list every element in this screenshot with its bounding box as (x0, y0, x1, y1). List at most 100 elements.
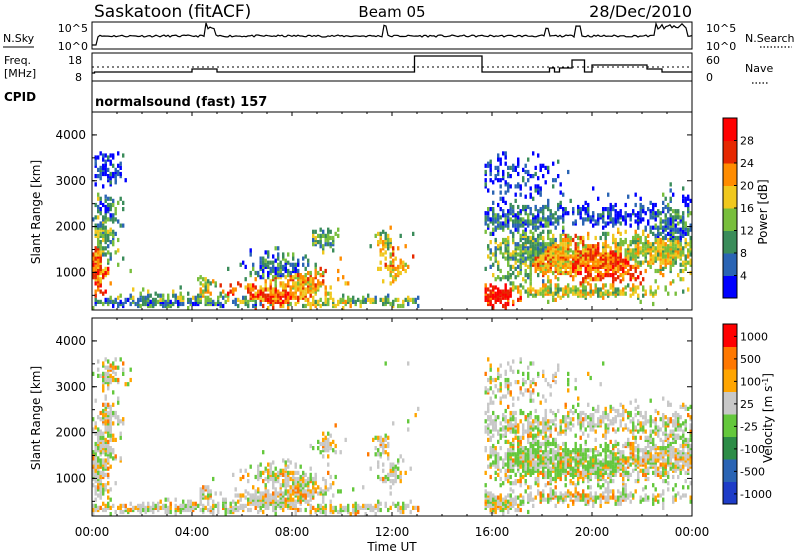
heatmap-cell (662, 219, 665, 224)
heatmap-cell (322, 489, 325, 494)
heatmap-cell (502, 176, 505, 181)
heatmap-cell (569, 417, 572, 422)
heatmap-cell (489, 400, 492, 405)
heatmap-cell (509, 448, 512, 453)
heatmap-cell (682, 260, 685, 265)
heatmap-cell (379, 266, 382, 271)
heatmap-cell (352, 503, 355, 508)
heatmap-cell (489, 454, 492, 459)
heatmap-cell (649, 213, 652, 218)
heatmap-cell (592, 503, 595, 508)
heatmap-cell (627, 194, 630, 199)
heatmap-cell (384, 262, 387, 267)
heatmap-cell (384, 240, 387, 245)
heatmap-cell (659, 231, 662, 236)
heatmap-cell (237, 281, 240, 286)
heatmap-cell (324, 446, 327, 451)
heatmap-cell (609, 246, 612, 251)
heatmap-cell (284, 293, 287, 298)
heatmap-cell (539, 458, 542, 463)
heatmap-cell (139, 503, 142, 508)
heatmap-cell (407, 427, 410, 432)
heatmap-cell (397, 246, 400, 251)
heatmap-cell (679, 262, 682, 267)
heatmap-cell (384, 450, 387, 455)
heatmap-cell (314, 273, 317, 278)
heatmap-cell (344, 437, 347, 442)
heatmap-cell (167, 497, 170, 502)
heatmap-cell (107, 217, 110, 222)
heatmap-cell (294, 273, 297, 278)
heatmap-cell (217, 299, 220, 304)
freq-label-line2: [MHz] (4, 67, 36, 80)
heatmap-cell (549, 283, 552, 288)
heatmap-cell (99, 171, 102, 177)
heatmap-cell (609, 202, 612, 208)
heatmap-cell (109, 433, 112, 438)
heatmap-cell (569, 495, 572, 500)
heatmap-cell (569, 427, 572, 432)
heatmap-cell (329, 499, 332, 504)
heatmap-cell (337, 277, 340, 282)
heatmap-cell (549, 384, 552, 389)
heatmap-cell (559, 476, 562, 482)
heatmap-cell (574, 483, 577, 488)
heatmap-cell (147, 289, 150, 294)
heatmap-cell (102, 408, 105, 414)
heatmap-cell (519, 233, 522, 238)
heatmap-cell (594, 429, 597, 434)
heatmap-cell (507, 174, 510, 179)
heatmap-cell (332, 509, 335, 515)
heatmap-cell (97, 240, 100, 245)
heatmap-cell (514, 501, 517, 506)
heatmap-cell (282, 303, 285, 309)
heatmap-cell (497, 153, 500, 158)
heatmap-cell (394, 256, 397, 261)
heatmap-cell (374, 233, 377, 238)
heatmap-cell (622, 240, 625, 245)
heatmap-cell (324, 503, 327, 508)
heatmap-cell (512, 219, 515, 224)
heatmap-cell (537, 246, 540, 251)
heatmap-cell (284, 275, 287, 280)
heatmap-cell (587, 231, 590, 236)
heatmap-cell (532, 460, 535, 465)
heatmap-cell (682, 225, 685, 230)
heatmap-cell (287, 470, 290, 475)
heatmap-cell (614, 237, 617, 243)
heatmap-cell (109, 171, 112, 177)
heatmap-cell (99, 299, 102, 304)
heatmap-cell (539, 207, 542, 212)
heatmap-cell (322, 229, 325, 234)
heatmap-cell (269, 289, 272, 294)
heatmap-cell (264, 476, 267, 482)
heatmap-cell (657, 268, 660, 274)
heatmap-cell (489, 231, 492, 236)
heatmap-cell (517, 285, 520, 290)
heatmap-cell (244, 503, 247, 508)
heatmap-cell (377, 474, 380, 480)
heatmap-cell (502, 462, 505, 467)
heatmap-cell (662, 200, 665, 205)
heatmap-cell (387, 441, 390, 447)
heatmap-cell (539, 266, 542, 271)
heatmap-cell (254, 291, 257, 296)
heatmap-cell (377, 464, 380, 469)
heatmap-cell (302, 256, 305, 261)
heatmap-cell (117, 169, 120, 175)
heatmap-cell (282, 483, 285, 488)
heatmap-cell (617, 227, 620, 232)
heatmap-cell (519, 450, 522, 455)
heatmap-cell (494, 277, 497, 282)
heatmap-cell (99, 165, 102, 170)
heatmap-cell (94, 293, 97, 298)
heatmap-cell (502, 394, 505, 399)
heatmap-cell (352, 299, 355, 304)
heatmap-cell (542, 256, 545, 261)
heatmap-cell (207, 283, 210, 288)
heatmap-cell (382, 462, 385, 467)
heatmap-cell (339, 503, 342, 508)
heatmap-cell (667, 237, 670, 243)
heatmap-cell (527, 509, 530, 515)
heatmap-cell (507, 448, 510, 453)
